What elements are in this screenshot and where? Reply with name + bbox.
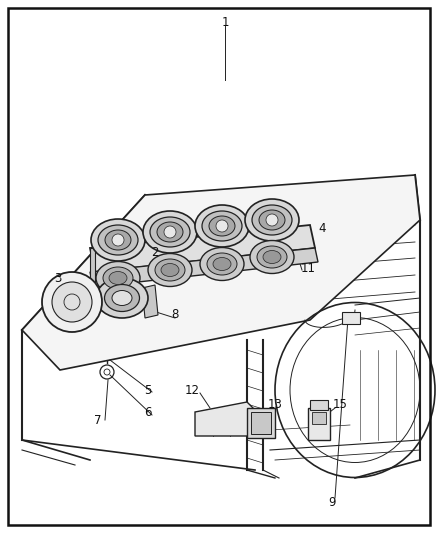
Ellipse shape [103,267,133,289]
Ellipse shape [105,285,139,311]
Ellipse shape [209,216,235,236]
Bar [312,412,326,424]
Bar [342,312,360,324]
Polygon shape [90,225,315,272]
Ellipse shape [161,263,179,277]
Text: 13: 13 [268,399,283,411]
Ellipse shape [109,271,127,285]
Text: 6: 6 [144,406,152,418]
Circle shape [52,282,92,322]
Ellipse shape [252,205,292,235]
Ellipse shape [200,247,244,280]
Ellipse shape [245,199,299,241]
Ellipse shape [250,240,294,273]
Text: 12: 12 [184,384,199,397]
Ellipse shape [263,251,281,263]
Text: 9: 9 [328,496,336,508]
Text: 3: 3 [54,271,62,285]
Circle shape [164,226,176,238]
Ellipse shape [112,290,132,305]
Ellipse shape [257,246,287,268]
Circle shape [266,214,278,226]
Bar [310,400,328,410]
Ellipse shape [98,225,138,255]
Text: 15: 15 [332,399,347,411]
Ellipse shape [157,222,183,242]
Polygon shape [195,402,255,436]
Ellipse shape [213,257,231,271]
Ellipse shape [155,259,185,281]
Text: 7: 7 [94,414,102,426]
Ellipse shape [148,254,192,287]
Text: 2: 2 [151,246,159,259]
Text: 11: 11 [300,262,315,274]
Text: 5: 5 [144,384,152,397]
Ellipse shape [105,230,131,250]
Ellipse shape [207,253,237,275]
Bar [247,408,275,438]
Ellipse shape [96,262,140,295]
Ellipse shape [259,210,285,230]
Bar [251,412,271,434]
Polygon shape [90,248,95,290]
Polygon shape [90,248,318,287]
Ellipse shape [91,219,145,261]
Text: 4: 4 [318,222,326,235]
Bar [308,408,330,440]
Ellipse shape [143,211,197,253]
Text: 1: 1 [221,15,229,28]
Ellipse shape [202,211,242,241]
Circle shape [112,234,124,246]
Text: 8: 8 [171,309,179,321]
Polygon shape [22,175,420,370]
Ellipse shape [96,278,148,318]
Circle shape [216,220,228,232]
Ellipse shape [195,205,249,247]
Circle shape [42,272,102,332]
Ellipse shape [150,217,190,247]
Polygon shape [142,285,158,318]
